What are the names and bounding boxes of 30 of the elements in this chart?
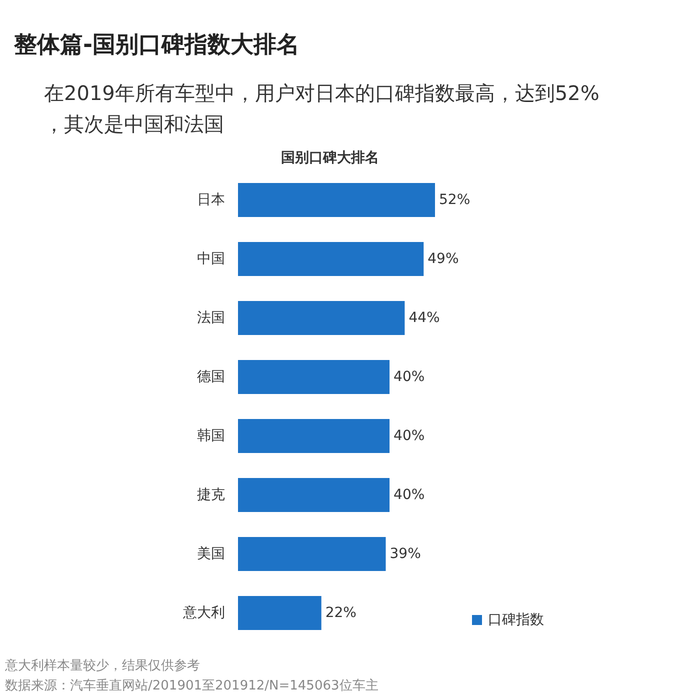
chart-subtitle: 在2019年所有车型中，用户对日本的口碑指数最高，达到52%，其次是中国和法国 [44, 81, 600, 136]
bar [238, 242, 424, 276]
y-tick-label: 中国 [197, 251, 225, 267]
data-label: 22% [325, 605, 356, 621]
data-label: 40% [394, 428, 425, 444]
bar [238, 478, 390, 512]
y-tick-label: 意大利 [182, 605, 225, 621]
bar [238, 360, 390, 394]
source-note: 数据来源：汽车垂直网站/201901至201912/N=145063位车主 [5, 678, 378, 694]
data-label: 40% [394, 487, 425, 503]
y-tick-label: 美国 [197, 546, 225, 562]
text: 国别口碑大排名 [281, 150, 379, 166]
y-tick-label: 日本 [197, 192, 225, 208]
y-tick-label: 德国 [197, 369, 225, 385]
y-tick-label: 法国 [197, 310, 225, 326]
data-label: 44% [408, 310, 440, 326]
data-label: 40% [394, 369, 425, 385]
bar [238, 301, 405, 335]
legend-label: 口碑指数 [488, 612, 544, 628]
y-tick-label: 捷克 [197, 487, 225, 503]
bar [238, 419, 390, 453]
bar [238, 537, 386, 571]
data-label: 49% [428, 251, 459, 267]
text: 意大利样本量较少，结果仅供参考 [4, 658, 200, 674]
chart-title: 整体篇-国别口碑指数大排名 [13, 32, 300, 58]
data-label: 52% [439, 192, 470, 208]
bar [238, 596, 322, 630]
data-label: 39% [390, 546, 421, 562]
bar [238, 183, 435, 217]
y-tick-label: 韩国 [197, 428, 225, 444]
